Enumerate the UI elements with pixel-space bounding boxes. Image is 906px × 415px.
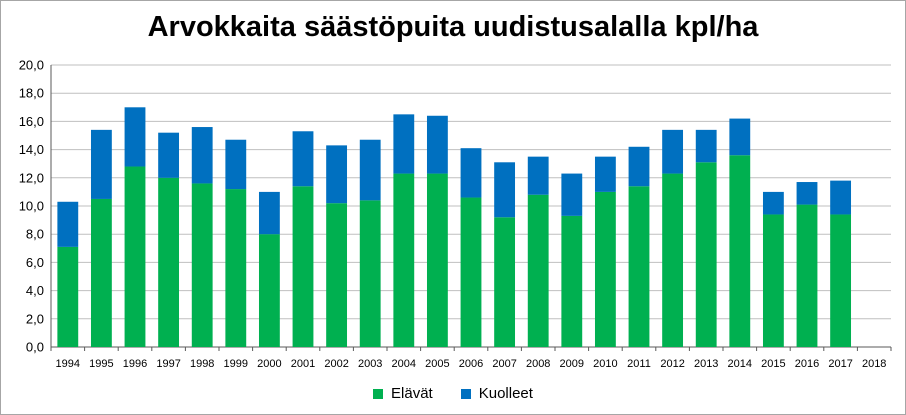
x-tick-label: 1995	[89, 358, 113, 370]
x-tick-label: 2017	[828, 358, 852, 370]
bar-kuolleet	[695, 129, 717, 163]
x-tick-label: 1994	[56, 358, 80, 370]
x-tick-label: 2016	[795, 358, 819, 370]
bar-kuolleet	[594, 156, 616, 192]
bar-elavat	[124, 166, 146, 347]
bar-kuolleet	[225, 139, 247, 190]
bar-kuolleet	[426, 115, 448, 174]
legend-swatch	[460, 388, 471, 399]
bar-elavat	[393, 173, 415, 347]
x-tick-label: 2005	[425, 358, 449, 370]
bar-kuolleet	[494, 162, 516, 218]
legend-swatch	[373, 388, 384, 399]
bar-elavat	[830, 214, 852, 347]
bar-kuolleet	[359, 139, 381, 201]
x-tick-label: 2001	[291, 358, 315, 370]
bar-elavat	[527, 194, 549, 347]
x-tick-label: 2004	[392, 358, 416, 370]
bar-kuolleet	[561, 173, 583, 216]
bar-elavat	[662, 173, 684, 347]
x-tick-label: 2007	[492, 358, 516, 370]
bar-elavat	[90, 198, 112, 347]
legend-label: Kuolleet	[478, 385, 533, 402]
x-tick-label: 2006	[459, 358, 483, 370]
bar-elavat	[762, 214, 784, 347]
bar-elavat	[561, 215, 583, 347]
y-tick-label: 0,0	[26, 340, 44, 355]
legend: Elävät Kuolleet	[1, 385, 905, 402]
y-tick-label: 14,0	[19, 142, 44, 157]
y-tick-label: 20,0	[19, 58, 44, 73]
bar-elavat	[191, 183, 213, 347]
y-tick-label: 8,0	[26, 227, 44, 242]
bar-kuolleet	[830, 180, 852, 215]
x-tick-label: 2012	[660, 358, 684, 370]
x-tick-label: 1997	[156, 358, 180, 370]
bar-kuolleet	[326, 145, 348, 204]
y-tick-label: 6,0	[26, 255, 44, 270]
bar-kuolleet	[191, 127, 213, 184]
bar-elavat	[158, 177, 180, 347]
x-tick-label: 2018	[862, 358, 886, 370]
x-tick-label: 2013	[694, 358, 718, 370]
x-tick-label: 1996	[123, 358, 147, 370]
bar-elavat	[729, 155, 751, 347]
x-tick-label: 1998	[190, 358, 214, 370]
bar-elavat	[426, 173, 448, 347]
bar-kuolleet	[90, 129, 112, 199]
x-tick-label: 2014	[728, 358, 752, 370]
bar-elavat	[628, 186, 650, 347]
x-tick-label: 2009	[560, 358, 584, 370]
bar-kuolleet	[796, 182, 818, 205]
y-tick-label: 12,0	[19, 170, 44, 185]
bar-elavat	[258, 234, 280, 347]
bar-kuolleet	[258, 191, 280, 235]
plot-area: 0,0 2,0 4,0 6,0 8,0 10,0 12,0 14,0 16,0 18,0 20,0 1…	[19, 58, 892, 370]
bar-kuolleet	[662, 129, 684, 174]
x-tick-label: 2010	[593, 358, 617, 370]
bar-elavat	[594, 191, 616, 347]
bar-elavat	[460, 197, 482, 347]
bar-elavat	[796, 204, 818, 347]
bar-elavat	[292, 186, 314, 347]
bar-kuolleet	[124, 107, 146, 167]
y-tick-label: 4,0	[26, 283, 44, 298]
y-tick-label: 2,0	[26, 311, 44, 326]
x-tick-label: 1999	[224, 358, 248, 370]
bar-elavat	[57, 246, 79, 347]
bar-kuolleet	[527, 156, 549, 195]
bar-kuolleet	[729, 118, 751, 156]
y-tick-label: 10,0	[19, 199, 44, 214]
bar-elavat	[494, 217, 516, 347]
bar-kuolleet	[158, 132, 180, 178]
x-tick-label: 2015	[761, 358, 785, 370]
legend-label: Elävät	[391, 385, 433, 402]
bar-kuolleet	[57, 201, 79, 247]
x-tick-label: 2011	[627, 358, 651, 370]
bar-kuolleet	[628, 146, 650, 187]
bar-kuolleet	[460, 148, 482, 198]
bar-elavat	[359, 200, 381, 347]
chart-title: Arvokkaita säästöpuita uudistusalalla kp…	[147, 11, 759, 43]
x-tick-label: 2002	[324, 358, 348, 370]
bar-elavat	[225, 189, 247, 347]
x-tick-label: 2003	[358, 358, 382, 370]
bar-kuolleet	[762, 191, 784, 215]
bar-kuolleet	[292, 131, 314, 187]
legend-item: Kuolleet	[460, 385, 533, 402]
y-tick-label: 18,0	[19, 86, 44, 101]
x-tick-label: 2008	[526, 358, 550, 370]
y-tick-label: 16,0	[19, 114, 44, 129]
bar-kuolleet	[393, 114, 415, 174]
bar-elavat	[326, 203, 348, 347]
x-tick-label: 2000	[257, 358, 281, 370]
legend-item: Elävät	[373, 385, 433, 402]
bar-elavat	[695, 162, 717, 347]
